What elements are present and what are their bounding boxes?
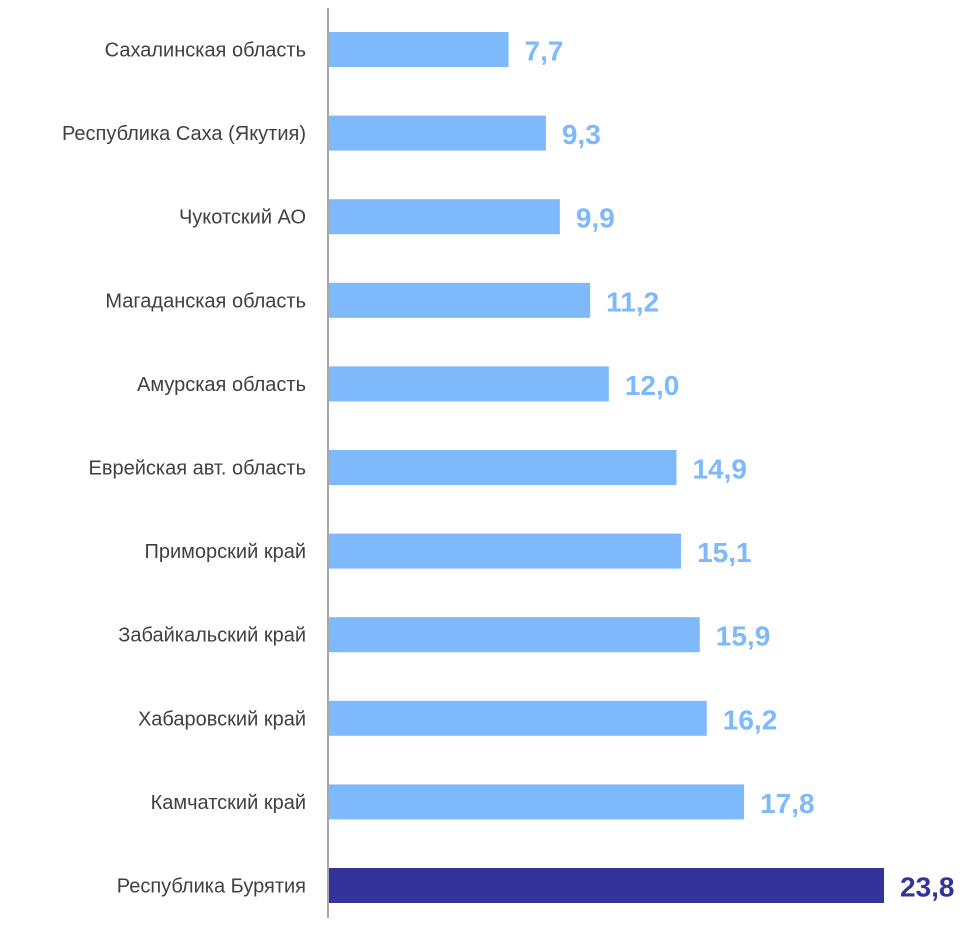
category-label: Амурская область <box>137 374 306 396</box>
category-label: Еврейская авт. область <box>89 458 307 480</box>
bar-6 <box>329 450 677 485</box>
value-label: 15,9 <box>716 621 771 652</box>
category-label: Хабаровский край <box>138 708 306 730</box>
value-label: 14,9 <box>692 454 747 485</box>
bar-9 <box>329 700 707 736</box>
category-label: Республика Бурятия <box>117 876 306 898</box>
category-label: Забайкальский край <box>118 625 306 647</box>
category-label: Сахалинская область <box>105 40 306 62</box>
bar-8 <box>329 617 700 653</box>
bar-11 <box>329 868 884 903</box>
bar-5 <box>329 366 609 402</box>
value-label: 7,7 <box>525 36 564 67</box>
value-label: 16,2 <box>723 704 778 735</box>
category-label: Магаданская область <box>105 290 306 312</box>
category-label: Чукотский АО <box>179 207 306 229</box>
value-label: 9,3 <box>562 119 601 150</box>
bar-7 <box>329 533 682 569</box>
category-label: Приморский край <box>145 541 306 563</box>
value-label: 15,1 <box>697 537 752 568</box>
category-label: Камчатский край <box>151 792 306 814</box>
bar-10 <box>329 784 745 820</box>
value-label: 23,8 <box>900 872 955 903</box>
value-label: 11,2 <box>606 286 659 317</box>
category-label: Республика Саха (Якутия) <box>62 123 306 145</box>
value-label: 9,9 <box>576 203 615 234</box>
bar-4 <box>329 282 591 318</box>
value-label: 17,8 <box>760 788 815 819</box>
bar-3 <box>329 199 560 235</box>
value-label: 12,0 <box>625 370 680 401</box>
bar-1 <box>329 32 509 67</box>
bar-2 <box>329 115 546 151</box>
